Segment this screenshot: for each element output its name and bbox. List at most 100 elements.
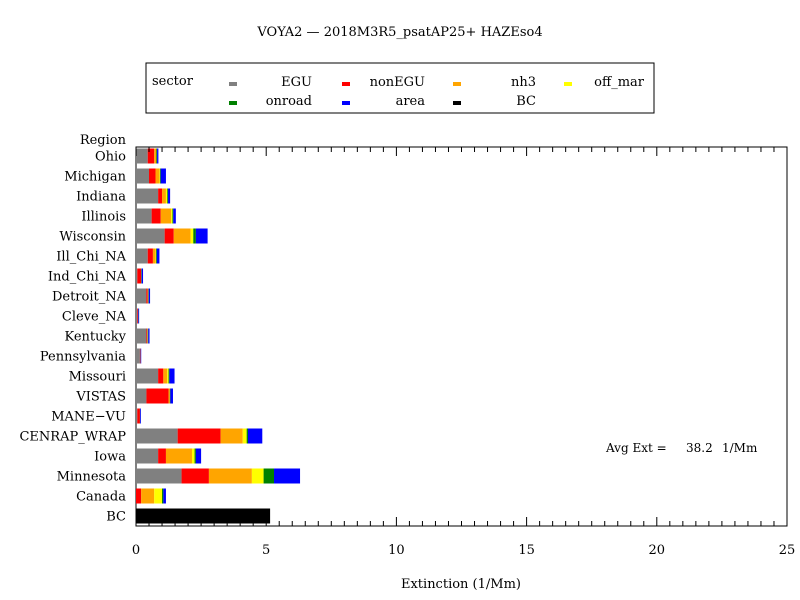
bar-ill-chi-na-onroad bbox=[156, 248, 157, 264]
bar-ohio-nonegu bbox=[147, 148, 155, 164]
bar-indiana-area bbox=[168, 188, 171, 204]
bar-iowa-off-mar bbox=[191, 448, 195, 464]
avg-ext-annotation: Avg Ext = 38.2 1/Mm bbox=[605, 441, 758, 455]
legend-label-area: area bbox=[396, 94, 426, 109]
bar-pennsylvania-egu bbox=[136, 348, 140, 364]
category-label-ohio: Ohio bbox=[95, 150, 126, 165]
bar-cenrap-wrap-area bbox=[247, 428, 263, 444]
category-label-detroit-na: Detroit_NA bbox=[52, 290, 127, 305]
bar-minnesota-onroad bbox=[263, 468, 275, 484]
bar-cleve-na-nonegu bbox=[137, 308, 139, 324]
x-tick-label-10: 10 bbox=[388, 543, 405, 558]
category-labels: Ohio Michigan Indiana Illinois Wisconsin Ill_… bbox=[19, 150, 126, 525]
avg-ext-unit: 1/Mm bbox=[722, 441, 758, 455]
bar-vistas-egu bbox=[136, 388, 147, 404]
bar-cenrap-wrap-egu bbox=[136, 428, 178, 444]
category-label-michigan: Michigan bbox=[64, 170, 126, 185]
bar-vistas-onroad bbox=[169, 388, 171, 404]
bar-wisconsin-area bbox=[195, 228, 208, 244]
category-label-minnesota: Minnesota bbox=[57, 470, 127, 485]
legend-swatch-bc bbox=[453, 101, 461, 105]
bar-minnesota-nonegu bbox=[181, 468, 209, 484]
bar-kentucky-nh3 bbox=[147, 328, 148, 344]
bar-cenrap-wrap-onroad bbox=[246, 428, 248, 444]
bars-group bbox=[136, 148, 301, 524]
bar-wisconsin-nh3 bbox=[173, 228, 191, 244]
legend-label-nh3: nh3 bbox=[511, 75, 536, 90]
bar-kentucky-area bbox=[148, 328, 150, 344]
bar-ill-chi-na-area bbox=[156, 248, 160, 264]
bar-iowa-onroad bbox=[194, 448, 196, 464]
legend-swatch-off-mar bbox=[564, 82, 572, 86]
legend-swatch-nonegu bbox=[342, 82, 350, 86]
bar-illinois-egu bbox=[136, 208, 152, 224]
bar-detroit-na-area bbox=[148, 288, 151, 304]
category-label-bc: BC bbox=[106, 510, 126, 525]
category-label-iowa: Iowa bbox=[94, 450, 126, 465]
bar-illinois-onroad bbox=[172, 208, 174, 224]
bar-michigan-off-mar bbox=[159, 168, 160, 184]
bar-mane-vu-area bbox=[140, 408, 141, 424]
avg-ext-value: 38.2 bbox=[686, 441, 713, 455]
category-label-indiana: Indiana bbox=[76, 190, 126, 205]
bar-cleve-na-area bbox=[138, 308, 140, 324]
bar-detroit-na-nonegu bbox=[146, 288, 148, 304]
bar-wisconsin-off-mar bbox=[190, 228, 194, 244]
category-label-illinois: Illinois bbox=[81, 210, 126, 225]
bar-cenrap-wrap-nonegu bbox=[177, 428, 221, 444]
bar-canada-nonegu bbox=[136, 488, 142, 504]
bar-missouri-onroad bbox=[168, 368, 170, 384]
legend-swatch-onroad bbox=[229, 101, 237, 105]
bar-vistas-nh3 bbox=[168, 388, 170, 404]
bar-iowa-egu bbox=[136, 448, 159, 464]
bar-ill-chi-na-off-mar bbox=[155, 248, 157, 264]
category-label-canada: Canada bbox=[76, 490, 126, 505]
bar-ind-chi-na-egu bbox=[136, 268, 138, 284]
bar-minnesota-area bbox=[274, 468, 301, 484]
bar-canada-off-mar bbox=[154, 488, 163, 504]
bar-michigan-onroad bbox=[159, 168, 161, 184]
x-axis-label: Extinction (1/Mm) bbox=[401, 577, 521, 592]
bar-michigan-nh3 bbox=[155, 168, 160, 184]
bar-indiana-onroad bbox=[167, 188, 169, 204]
legend-label-off-mar: off_mar bbox=[594, 75, 645, 90]
bar-ohio-egu bbox=[136, 148, 148, 164]
bar-missouri-nonegu bbox=[158, 368, 164, 384]
bar-bc-bc bbox=[136, 508, 271, 524]
category-label-kentucky: Kentucky bbox=[64, 330, 126, 345]
bar-minnesota-nh3 bbox=[208, 468, 252, 484]
bar-ill-chi-na-nonegu bbox=[147, 248, 153, 264]
bar-illinois-nonegu bbox=[151, 208, 161, 224]
bar-pennsylvania-nonegu bbox=[139, 348, 141, 364]
bar-wisconsin-onroad bbox=[193, 228, 196, 244]
bar-missouri-egu bbox=[136, 368, 159, 384]
x-axis: 0 5 10 15 20 25 bbox=[132, 147, 795, 558]
x-tick-label-15: 15 bbox=[518, 543, 535, 558]
category-label-cleve-na: Cleve_NA bbox=[62, 310, 127, 325]
x-tick-label-25: 25 bbox=[779, 543, 796, 558]
bar-kentucky-onroad bbox=[147, 328, 149, 344]
bar-ind-chi-na-onroad bbox=[141, 268, 142, 284]
bar-pennsylvania-area bbox=[140, 348, 142, 364]
bar-ohio-onroad bbox=[156, 148, 158, 164]
avg-ext-label: Avg Ext = bbox=[605, 441, 667, 455]
bar-detroit-na-egu bbox=[136, 288, 147, 304]
bar-kentucky-egu bbox=[136, 328, 147, 344]
category-label-pennsylvania: Pennsylvania bbox=[40, 350, 126, 365]
bar-ill-chi-na-nh3 bbox=[152, 248, 156, 264]
bar-canada-onroad bbox=[162, 488, 164, 504]
bar-minnesota-off-mar bbox=[251, 468, 264, 484]
x-tick-label-20: 20 bbox=[649, 543, 666, 558]
bar-indiana-nonegu bbox=[158, 188, 163, 204]
legend-swatch-egu bbox=[229, 82, 237, 86]
bar-ill-chi-na-egu bbox=[136, 248, 148, 264]
bar-missouri-nh3 bbox=[163, 368, 168, 384]
legend-swatch-area bbox=[342, 101, 350, 105]
x-tick-label-5: 5 bbox=[262, 543, 270, 558]
bar-ind-chi-na-area bbox=[141, 268, 144, 284]
bar-ind-chi-na-nonegu bbox=[137, 268, 142, 284]
bar-vistas-area bbox=[170, 388, 173, 404]
bar-wisconsin-nonegu bbox=[164, 228, 174, 244]
bar-missouri-area bbox=[169, 368, 175, 384]
bar-ohio-nh3 bbox=[154, 148, 157, 164]
